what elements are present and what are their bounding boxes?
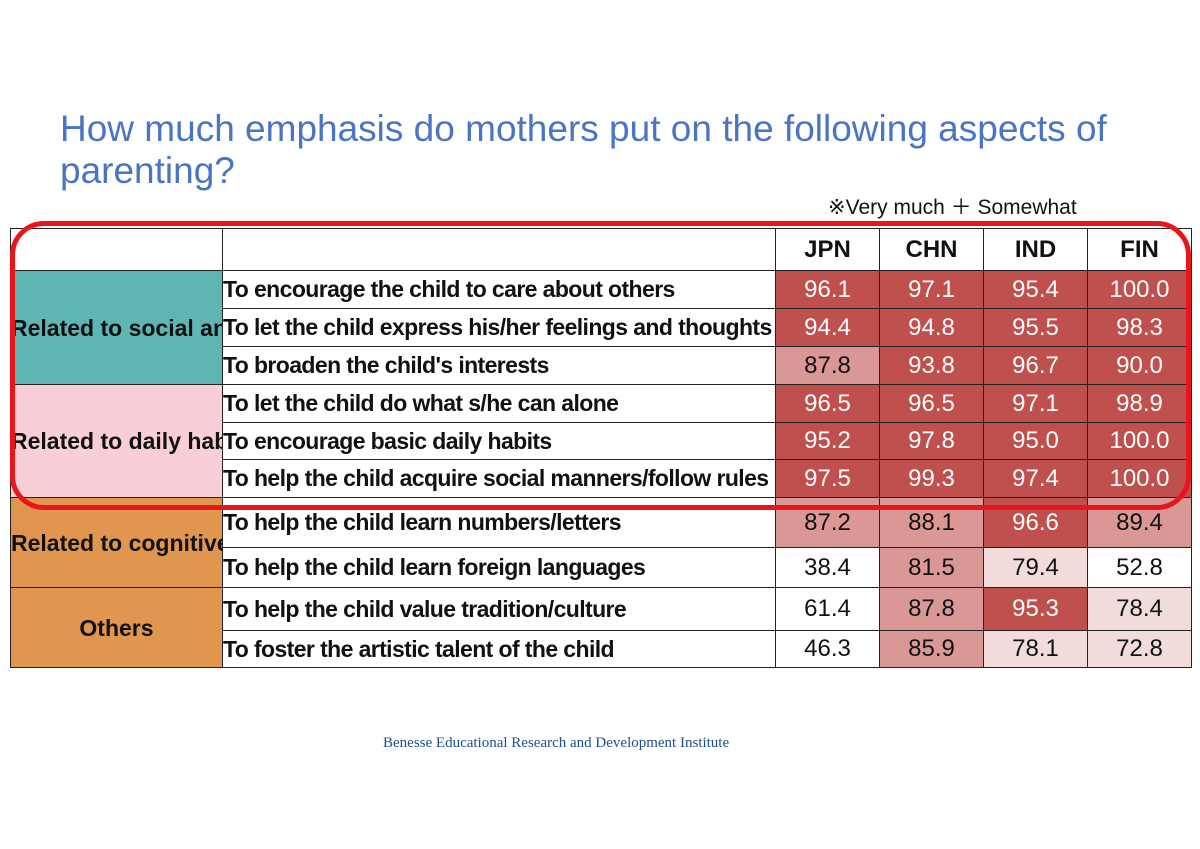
category-daily-habits: Related to daily habits <box>10 384 223 498</box>
column-header-ind: IND <box>983 228 1088 271</box>
value-cell: 95.0 <box>983 422 1088 460</box>
value-cell: 90.0 <box>1087 346 1192 385</box>
row-label: To help the child learn foreign language… <box>222 547 776 588</box>
value-cell: 98.3 <box>1087 308 1192 347</box>
value-cell: 94.4 <box>775 308 880 347</box>
table-row: To foster the artistic talent of the chi… <box>11 630 1192 668</box>
column-header-chn: CHN <box>879 228 984 271</box>
value-cell: 87.8 <box>775 346 880 385</box>
value-cell: 98.9 <box>1087 384 1192 423</box>
column-header-fin: FIN <box>1087 228 1192 271</box>
value-cell: 46.3 <box>775 630 880 668</box>
value-cell: 93.8 <box>879 346 984 385</box>
row-label: To foster the artistic talent of the chi… <box>222 630 776 668</box>
category-cognitive: Related to cognitive skills <box>10 497 223 588</box>
value-cell: 96.6 <box>983 497 1088 548</box>
source-footer: Benesse Educational Research and Develop… <box>383 735 730 751</box>
value-cell: 99.3 <box>879 459 984 498</box>
value-cell: 97.8 <box>879 422 984 460</box>
value-cell: 81.5 <box>879 547 984 588</box>
table-row: Related to cognitive skills To help the … <box>10 497 1192 588</box>
value-cell: 96.1 <box>775 270 880 309</box>
value-cell: 100.0 <box>1087 270 1192 309</box>
table-row: To help the child learn foreign language… <box>11 547 1192 588</box>
table-row: Related to social and emotional skills T… <box>10 270 1192 385</box>
row-label: To help the child value tradition/cultur… <box>222 587 776 631</box>
value-cell: 72.8 <box>1087 630 1192 668</box>
value-cell: 96.7 <box>983 346 1088 385</box>
table-row: To encourage basic daily habits 95.2 97.… <box>11 422 1192 460</box>
value-cell: 95.4 <box>983 270 1088 309</box>
value-cell: 78.1 <box>983 630 1088 668</box>
value-cell: 85.9 <box>879 630 984 668</box>
value-cell: 52.8 <box>1087 547 1192 588</box>
value-cell: 95.5 <box>983 308 1088 347</box>
row-label: To help the child acquire social manners… <box>222 459 776 498</box>
table-row: Others To help the child value tradition… <box>10 587 1192 668</box>
value-cell: 96.5 <box>775 384 880 423</box>
table-row: Related to daily habits To let the child… <box>10 384 1192 498</box>
value-cell: 95.3 <box>983 587 1088 631</box>
row-label: To encourage the child to care about oth… <box>222 270 776 309</box>
value-cell: 61.4 <box>775 587 880 631</box>
category-social-emotional: Related to social and emotional skills <box>10 270 223 385</box>
value-cell: 87.8 <box>879 587 984 631</box>
value-cell: 97.4 <box>983 459 1088 498</box>
blank-item-header-cell <box>222 228 776 271</box>
value-cell: 38.4 <box>775 547 880 588</box>
value-cell: 78.4 <box>1087 587 1192 631</box>
value-cell: 100.0 <box>1087 422 1192 460</box>
table-row: To broaden the child's interests 87.8 93… <box>11 346 1192 385</box>
blank-header-cell <box>10 228 223 271</box>
category-others: Others <box>10 587 223 668</box>
row-label: To help the child learn numbers/letters <box>222 497 776 548</box>
value-cell: 97.1 <box>879 270 984 309</box>
data-table: JPN CHN IND FIN Related to social and em… <box>10 228 1192 668</box>
value-cell: 96.5 <box>879 384 984 423</box>
row-label: To let the child express his/her feeling… <box>222 308 776 347</box>
row-label: To encourage basic daily habits <box>222 422 776 460</box>
value-cell: 87.2 <box>775 497 880 548</box>
value-cell: 97.1 <box>983 384 1088 423</box>
row-label: To broaden the child's interests <box>222 346 776 385</box>
value-cell: 79.4 <box>983 547 1088 588</box>
value-cell: 100.0 <box>1087 459 1192 498</box>
response-note: ※Very much ＋ Somewhat <box>828 196 1077 219</box>
value-cell: 97.5 <box>775 459 880 498</box>
value-cell: 89.4 <box>1087 497 1192 548</box>
row-label: To let the child do what s/he can alone <box>222 384 776 423</box>
chart-title: How much emphasis do mothers put on the … <box>60 108 1107 191</box>
value-cell: 88.1 <box>879 497 984 548</box>
header-row: JPN CHN IND FIN <box>10 228 1192 271</box>
value-cell: 95.2 <box>775 422 880 460</box>
column-header-jpn: JPN <box>775 228 880 271</box>
table-row: To let the child express his/her feeling… <box>11 308 1192 347</box>
value-cell: 94.8 <box>879 308 984 347</box>
